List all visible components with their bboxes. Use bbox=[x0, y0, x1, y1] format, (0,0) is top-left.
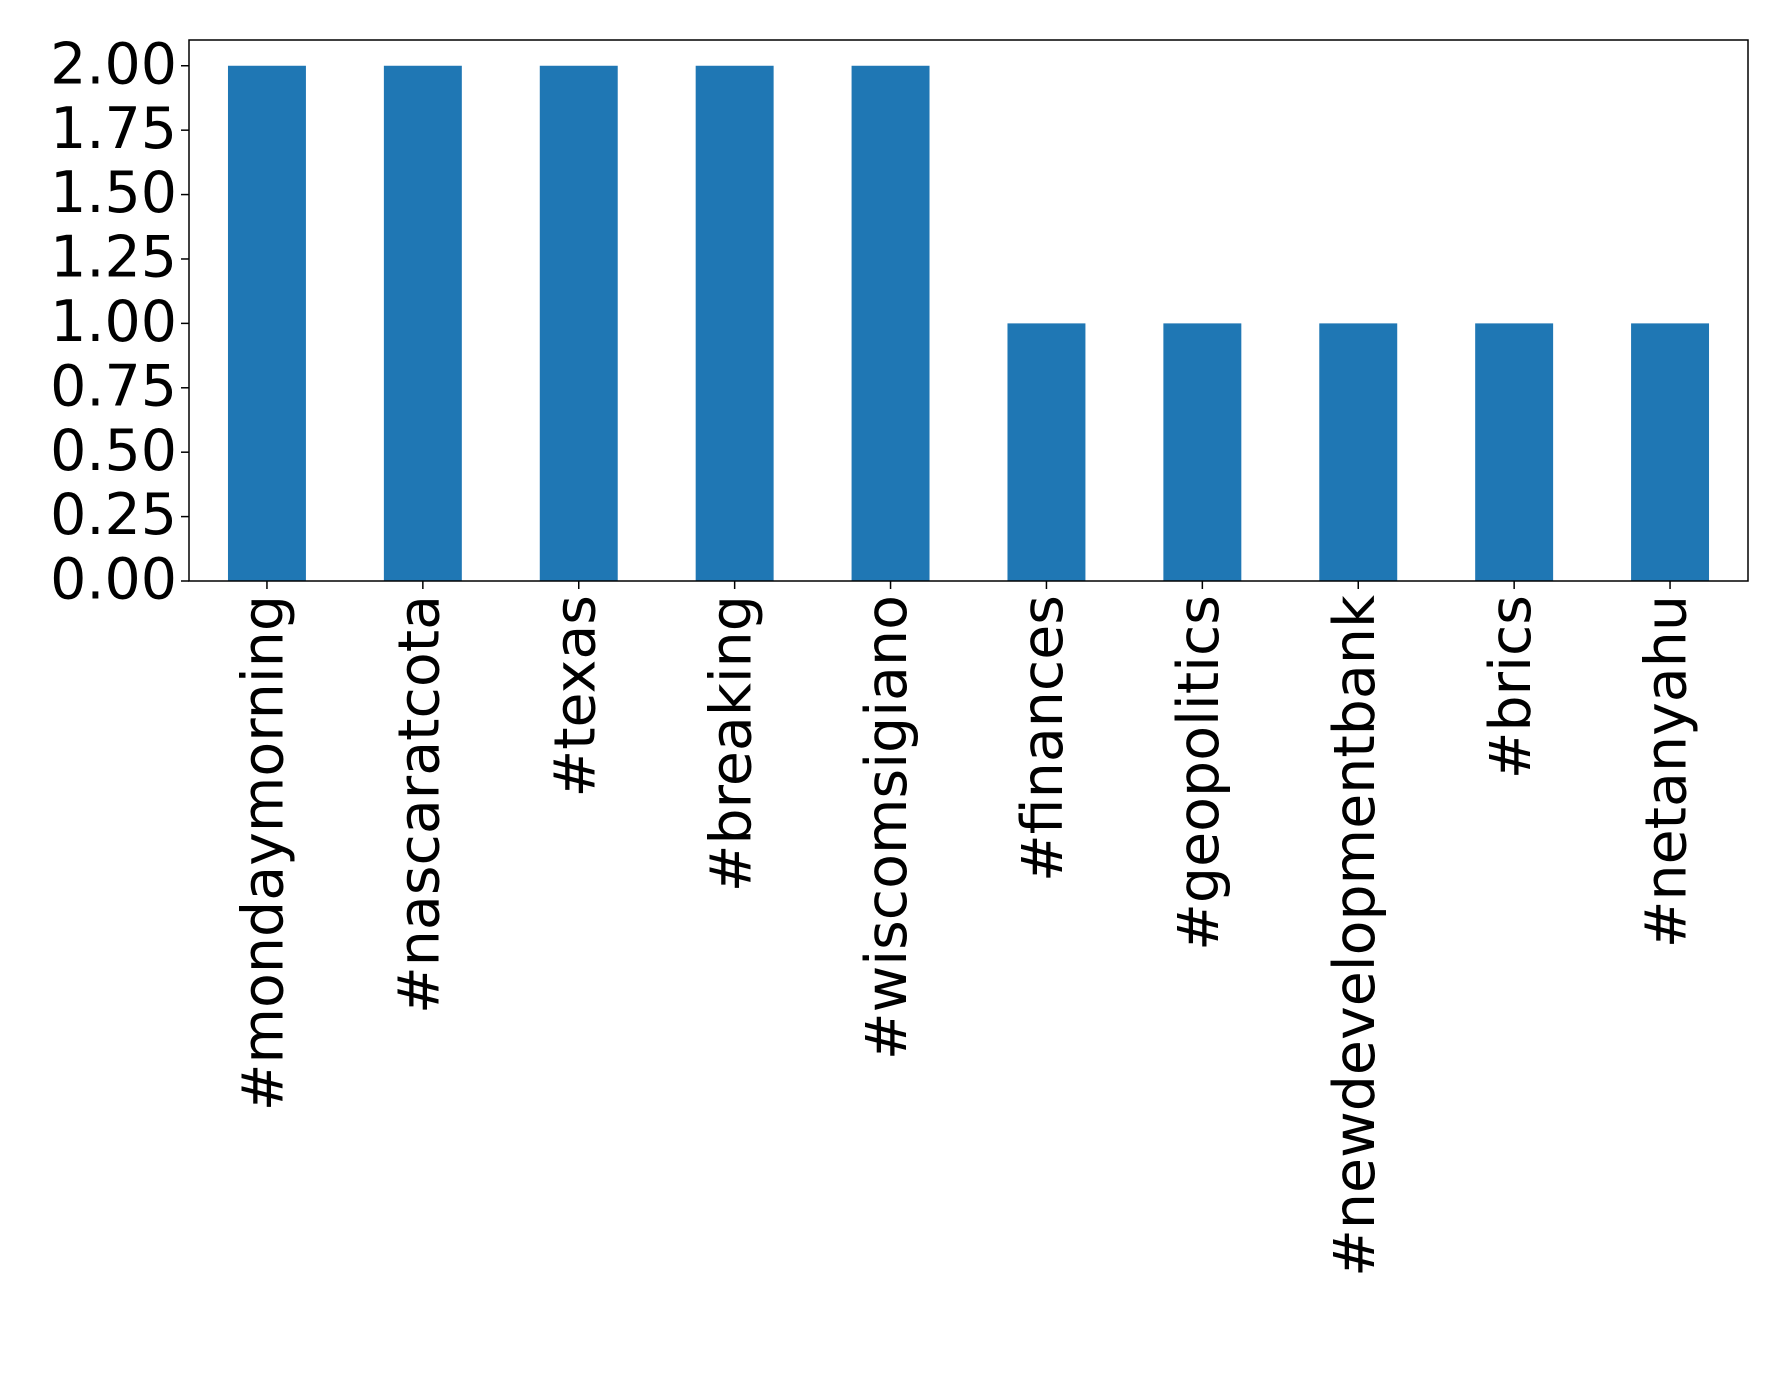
bar bbox=[695, 65, 774, 581]
x-tick-label: #finances bbox=[1010, 595, 1076, 882]
bar bbox=[383, 65, 462, 581]
bar bbox=[1319, 323, 1398, 581]
x-tick-label: #geopolitics bbox=[1166, 595, 1232, 951]
x-tick-label: #texas bbox=[542, 595, 608, 798]
x-tick-label: #mondaymorning bbox=[231, 595, 297, 1111]
bar bbox=[1631, 323, 1710, 581]
bar bbox=[227, 65, 306, 581]
x-tick-label: #breaking bbox=[698, 595, 764, 892]
x-tick-label: #brics bbox=[1478, 595, 1544, 779]
y-tick-label: 0.75 bbox=[50, 353, 177, 419]
x-tick-label: #wiscomsigiano bbox=[854, 595, 920, 1060]
y-tick-label: 0.50 bbox=[50, 418, 177, 484]
y-tick-label: 2.00 bbox=[50, 31, 177, 97]
y-tick-label: 1.75 bbox=[50, 96, 177, 162]
bar bbox=[1475, 323, 1554, 581]
bar bbox=[1007, 323, 1086, 581]
x-tick-label: #newdevelopmentbank bbox=[1322, 595, 1388, 1277]
y-tick-label: 1.50 bbox=[50, 160, 177, 226]
y-tick-label: 1.25 bbox=[50, 225, 177, 291]
bar bbox=[1163, 323, 1242, 581]
y-tick-label: 0.25 bbox=[50, 482, 177, 548]
x-tick-label: #netanyahu bbox=[1634, 595, 1700, 948]
plot-frame bbox=[188, 39, 1749, 582]
bar bbox=[851, 65, 930, 581]
y-tick-label: 0.00 bbox=[50, 547, 177, 613]
bar bbox=[539, 65, 618, 581]
y-tick-label: 1.00 bbox=[50, 289, 177, 355]
x-tick-label: #nascaratcota bbox=[386, 595, 452, 1014]
